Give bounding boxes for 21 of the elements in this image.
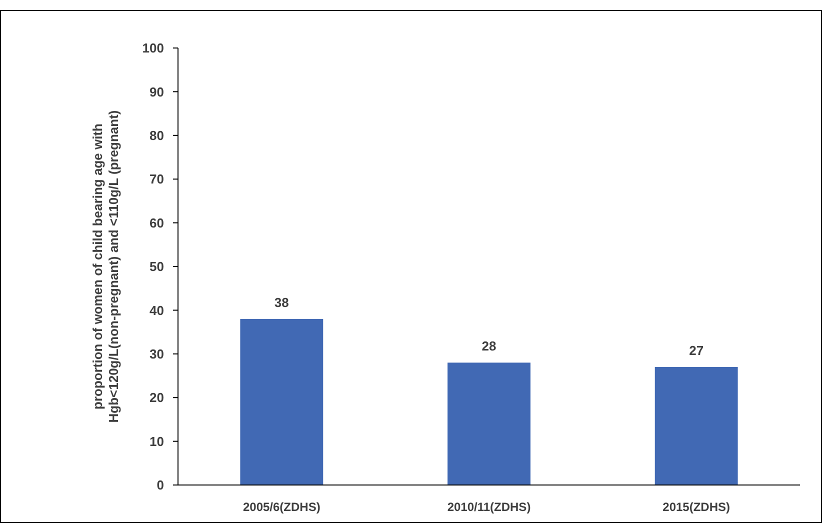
x-tick-label: 2005/6(ZDHS) — [242, 500, 320, 514]
bar — [240, 318, 324, 485]
y-tick-label: 0 — [156, 478, 164, 493]
y-tick-label: 60 — [150, 215, 164, 230]
data-label: 27 — [689, 343, 704, 358]
y-tick-label: 20 — [150, 390, 164, 406]
y-tick-label: 30 — [150, 346, 164, 362]
x-tick-label: 2015(ZDHS) — [662, 500, 730, 514]
data-label: 28 — [482, 338, 496, 354]
y-tick-label: 40 — [150, 302, 164, 318]
data-label: 38 — [274, 294, 289, 310]
y-tick-label: 80 — [150, 128, 164, 143]
x-tick-label: 2010/11(ZDHS) — [447, 500, 531, 514]
bar — [654, 367, 738, 485]
y-tick-label: 70 — [150, 172, 164, 187]
y-tick-label: 10 — [150, 434, 164, 449]
y-tick-label: 90 — [150, 84, 164, 100]
bar — [448, 362, 530, 485]
y-axis-title: proportion of women of child bearing age with Hgb<120g/L(non-pregnant) and <110g/L (pregnant) — [90, 110, 121, 423]
y-tick-label: 50 — [150, 259, 164, 274]
y-tick-label: 100 — [142, 40, 164, 56]
